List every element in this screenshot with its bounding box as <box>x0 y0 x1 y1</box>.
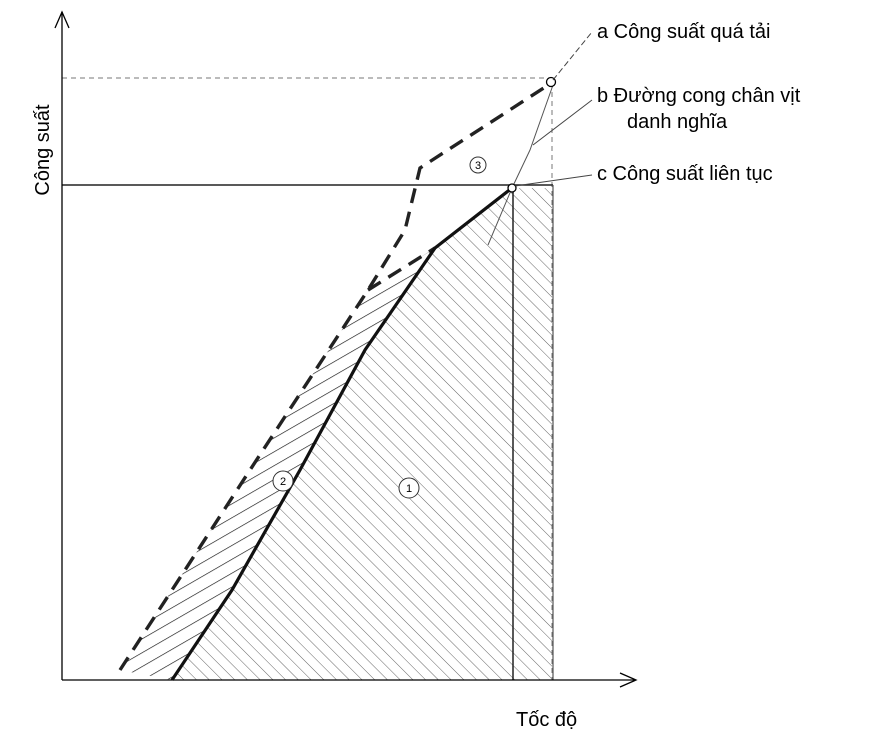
svg-text:1: 1 <box>406 483 412 495</box>
svg-text:3: 3 <box>475 160 481 172</box>
continuous-point <box>507 183 517 193</box>
svg-text:2: 2 <box>280 476 286 488</box>
annotation-overload-power: a Công suất quá tải <box>597 21 771 43</box>
x-axis-arrow <box>619 672 638 688</box>
y-axis-label: Công suất <box>32 104 54 196</box>
overload-limit-curve <box>118 80 554 671</box>
continuous-power-curve <box>170 186 513 681</box>
x-axis-label: Tốc độ <box>516 709 578 731</box>
zone-3-marker: 3 <box>469 156 487 174</box>
annotation-propeller-curve-line2: danh nghĩa <box>627 111 728 133</box>
zone-2-area <box>120 248 435 680</box>
leader-a <box>552 31 593 81</box>
annotation-propeller-curve: b Đường cong chân vịt <box>597 85 801 107</box>
propeller-curve <box>487 84 554 246</box>
overload-limit-segment <box>367 246 436 292</box>
y-axis-arrow <box>54 10 70 29</box>
leader-b <box>532 99 593 146</box>
annotation-continuous-power: c Công suất liên tục <box>597 163 773 185</box>
zone-2-marker: 2 <box>272 470 294 492</box>
zone-1-marker: 1 <box>398 477 420 499</box>
zone-1-area <box>172 188 552 680</box>
leader-c <box>514 174 593 187</box>
